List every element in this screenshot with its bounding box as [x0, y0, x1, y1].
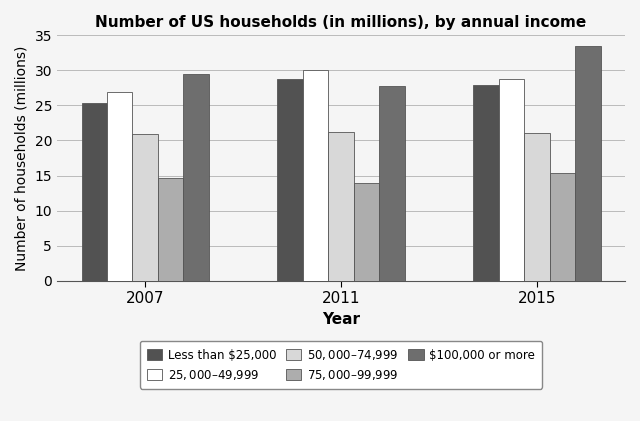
Bar: [132, 134, 158, 281]
Bar: [473, 85, 499, 281]
Bar: [354, 183, 380, 281]
Bar: [303, 70, 328, 281]
Bar: [158, 178, 184, 281]
Bar: [524, 133, 550, 281]
Legend: Less than $25,000, $25,000–$49,999, $50,000–$74,999, $75,000–$99,999, $100,000 o: Less than $25,000, $25,000–$49,999, $50,…: [140, 341, 542, 389]
Y-axis label: Number of households (millions): Number of households (millions): [15, 45, 29, 271]
Title: Number of US households (in millions), by annual income: Number of US households (in millions), b…: [95, 15, 587, 30]
Bar: [380, 86, 404, 281]
Bar: [277, 79, 303, 281]
X-axis label: Year: Year: [322, 312, 360, 327]
Bar: [328, 132, 354, 281]
Bar: [184, 74, 209, 281]
Bar: [107, 92, 132, 281]
Bar: [499, 79, 524, 281]
Bar: [81, 103, 107, 281]
Bar: [550, 173, 575, 281]
Bar: [575, 46, 600, 281]
